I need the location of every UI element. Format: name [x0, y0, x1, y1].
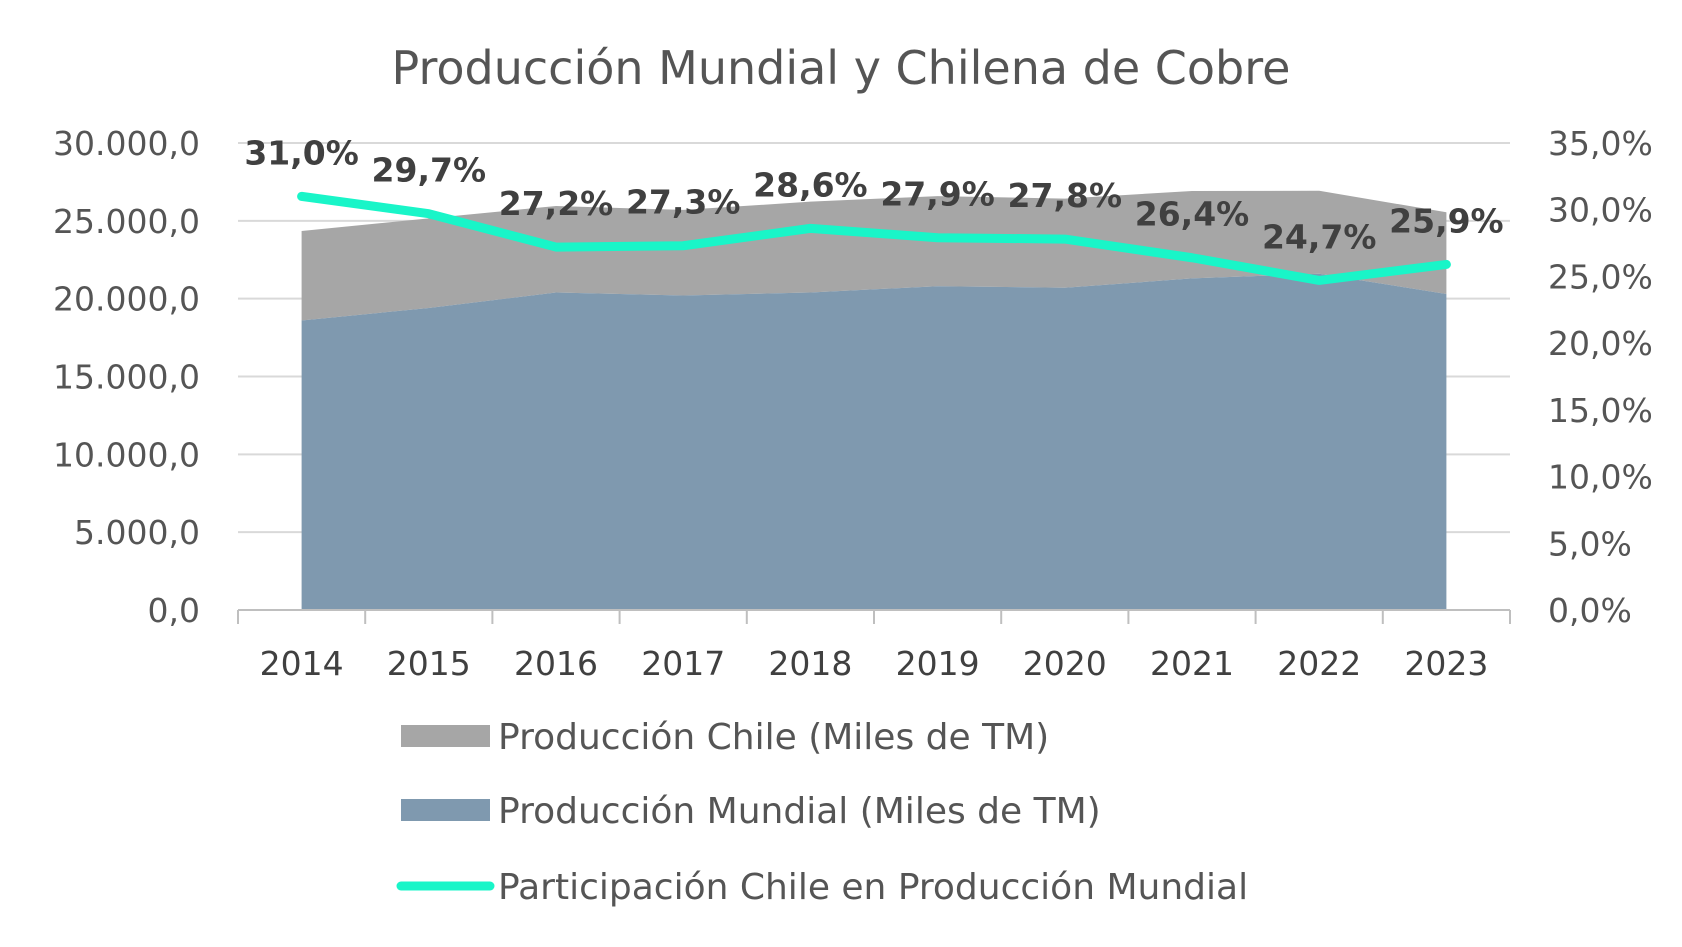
line-point — [808, 226, 812, 230]
y-right-tick-label: 5,0% — [1548, 524, 1632, 563]
legend-item-produccion-chile: Producción Chile (Miles de TM) — [401, 717, 1049, 758]
line-point — [1063, 237, 1067, 241]
y-left-tick-label: 15.000,0 — [53, 358, 200, 397]
data-label: 27,8% — [1008, 176, 1123, 215]
line-point — [554, 245, 558, 249]
data-label: 29,7% — [372, 151, 487, 190]
legend: Producción Chile (Miles de TM) Producción… — [396, 717, 1248, 908]
line-point — [1317, 278, 1321, 282]
x-tick-label: 2018 — [768, 644, 852, 683]
y-left-tick-label: 25.000,0 — [53, 202, 200, 241]
area-produccion-mundial — [301, 273, 1447, 610]
y-left-tick-label: 20.000,0 — [53, 280, 200, 319]
x-tick-label: 2021 — [1150, 644, 1234, 683]
x-tick-label: 2022 — [1277, 644, 1361, 683]
y-right-tick-label: 30,0% — [1548, 191, 1653, 230]
line-series — [297, 191, 1451, 285]
x-tick-label: 2016 — [514, 644, 598, 683]
data-label: 31,0% — [244, 133, 359, 172]
legend-item-produccion-mundial: Producción Mundial (Miles de TM) — [401, 791, 1101, 832]
data-label: 27,2% — [499, 184, 614, 223]
line-participacion-chile — [297, 191, 1451, 285]
line-point — [427, 212, 431, 216]
data-label: 28,6% — [753, 165, 868, 204]
legend-label: Producción Mundial (Miles de TM) — [498, 791, 1101, 832]
y-right-tick-label: 20,0% — [1548, 324, 1653, 363]
line-point — [1444, 262, 1448, 266]
legend-swatch — [401, 799, 490, 821]
data-label: 24,7% — [1262, 217, 1377, 256]
legend-label: Participación Chile en Producción Mundia… — [498, 867, 1248, 908]
y-left-tick-label: 10.000,0 — [53, 435, 200, 474]
data-label: 25,9% — [1389, 201, 1504, 240]
line-point — [936, 236, 940, 240]
legend-item-participacion-chile: Participación Chile en Producción Mundia… — [396, 867, 1248, 908]
x-tick-label: 2017 — [641, 644, 725, 683]
data-label: 27,9% — [880, 175, 995, 214]
y-right-tick-label: 35,0% — [1548, 124, 1653, 163]
legend-label: Producción Chile (Miles de TM) — [498, 717, 1049, 758]
y-left-tick-label: 30.000,0 — [53, 124, 200, 163]
y-left-tick-label: 5.000,0 — [74, 513, 200, 552]
area-series — [301, 190, 1447, 610]
data-label: 27,3% — [626, 183, 741, 222]
line-point — [300, 194, 304, 198]
x-tick-label: 2015 — [387, 644, 471, 683]
x-tick-label: 2014 — [260, 644, 344, 683]
chart-title: Producción Mundial y Chilena de Cobre — [392, 41, 1291, 95]
x-tick-label: 2019 — [896, 644, 980, 683]
x-tick-label: 2023 — [1404, 644, 1488, 683]
y-right-tick-label: 10,0% — [1548, 458, 1653, 497]
legend-swatch — [401, 725, 490, 747]
axes: 0,0 5.000,0 10.000,0 15.000,0 20.000,0 25.000… — [53, 124, 1653, 683]
line-point — [681, 244, 685, 248]
y-right-tick-label: 15,0% — [1548, 391, 1653, 430]
data-label: 26,4% — [1135, 195, 1250, 234]
area-produccion-chile — [301, 190, 1447, 321]
y-left-tick-label: 0,0 — [148, 591, 200, 630]
x-tick-label: 2020 — [1023, 644, 1107, 683]
line-point — [1190, 256, 1194, 260]
data-labels: 31,0% 29,7% 27,2% 27,3% 28,6% 27,9% 27,8% 26,4%… — [244, 133, 1503, 256]
y-right-tick-label: 25,0% — [1548, 257, 1653, 296]
y-right-tick-label: 0,0% — [1548, 591, 1632, 630]
